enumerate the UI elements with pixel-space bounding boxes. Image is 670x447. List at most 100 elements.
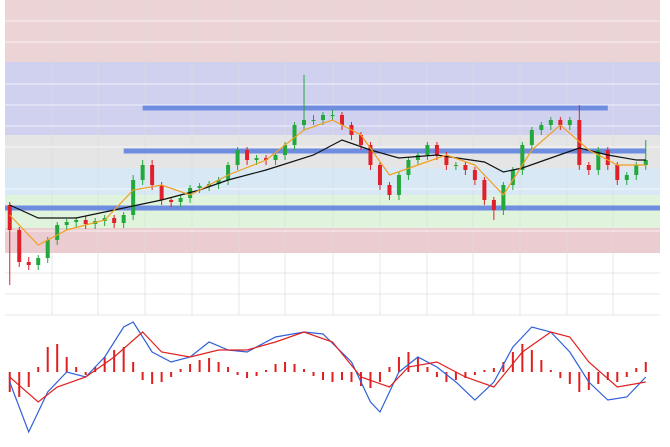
histogram-bar <box>426 367 429 372</box>
candle-body <box>586 165 591 170</box>
histogram-bar <box>246 372 249 378</box>
histogram-bar <box>521 344 524 372</box>
histogram-bar <box>160 372 163 382</box>
candle-body <box>463 165 468 170</box>
candle-body <box>45 240 50 258</box>
histogram-bar <box>559 372 562 378</box>
candle-body <box>17 230 22 262</box>
histogram-bar <box>84 372 87 375</box>
candle-body <box>292 125 297 145</box>
histogram-bar <box>606 372 609 380</box>
histogram-bar <box>397 357 400 372</box>
candle-body <box>539 125 544 130</box>
candle-body <box>178 198 183 202</box>
histogram-bar <box>616 372 619 382</box>
candle-body <box>36 258 41 265</box>
macd-line <box>9 321 647 434</box>
histogram-bar <box>37 367 40 372</box>
candle-body <box>26 262 31 265</box>
candle-body <box>406 160 411 175</box>
histogram-bar <box>492 368 495 372</box>
candle-body <box>283 145 288 155</box>
histogram-bar <box>388 367 391 372</box>
candle-body <box>501 185 506 210</box>
moving-average <box>9 139 646 219</box>
candle-body <box>159 185 164 200</box>
histogram-bar <box>27 372 30 387</box>
histogram-bar <box>578 372 581 392</box>
histogram-bar <box>208 358 211 372</box>
histogram-bar <box>416 357 419 372</box>
candle-body <box>197 186 202 188</box>
histogram-bar <box>597 372 600 384</box>
candle-body <box>510 170 515 185</box>
candle-body <box>596 150 601 170</box>
candle-body <box>396 175 401 195</box>
candle-body <box>387 185 392 195</box>
candle-body <box>605 150 610 165</box>
candle-body <box>444 155 449 165</box>
histogram-bar <box>113 350 116 372</box>
candle-body <box>55 225 60 240</box>
histogram-bar <box>322 372 325 380</box>
candle-body <box>615 165 620 180</box>
histogram-bar <box>445 372 448 382</box>
candle-body <box>140 165 145 180</box>
candle-body <box>169 200 174 202</box>
histogram-bar <box>18 372 21 397</box>
histogram-bar <box>217 362 220 372</box>
candle-body <box>548 120 553 125</box>
histogram-bar <box>378 372 381 382</box>
histogram-bar <box>540 360 543 372</box>
candle-body <box>415 155 420 160</box>
candle-body <box>482 180 487 200</box>
histogram-bar <box>350 372 353 382</box>
histogram-bar <box>511 352 514 372</box>
candle-body <box>64 222 69 225</box>
histogram-bar <box>568 372 571 384</box>
histogram-bar <box>407 352 410 372</box>
histogram-bar <box>265 370 268 372</box>
candle-body <box>529 130 534 145</box>
candle-body <box>624 175 629 180</box>
histogram-bar <box>359 372 362 386</box>
candle-body <box>491 200 496 210</box>
histogram-bar <box>284 362 287 372</box>
candle-body <box>7 205 12 230</box>
histogram-bar <box>274 364 277 372</box>
histogram-bar <box>644 362 647 372</box>
candle-body <box>558 120 563 125</box>
candle-body <box>330 115 335 116</box>
histogram-bar <box>454 372 457 380</box>
candle-body <box>235 150 240 165</box>
candle-body <box>311 120 316 121</box>
histogram-bar <box>198 360 201 372</box>
histogram-bar <box>483 370 486 372</box>
candle-body <box>425 145 430 155</box>
histogram-bar <box>625 372 628 377</box>
candle-body <box>339 115 344 125</box>
histogram-bar <box>303 369 306 372</box>
histogram-bar <box>340 372 343 380</box>
candle-body <box>264 158 269 160</box>
candle-body <box>368 145 373 165</box>
histogram-bar <box>170 372 173 377</box>
macd-line <box>9 331 646 403</box>
histogram-bar <box>473 372 476 375</box>
histogram-bar <box>132 362 135 372</box>
candle-body <box>254 158 259 160</box>
candle-body <box>216 180 221 184</box>
histogram-bar <box>75 367 78 372</box>
candle-body <box>472 170 477 180</box>
candle-body <box>358 135 363 145</box>
histogram-bar <box>502 362 505 372</box>
histogram-bar <box>189 364 192 372</box>
histogram-bar <box>56 344 59 372</box>
candle-body <box>577 120 582 165</box>
candle-body <box>520 145 525 170</box>
histogram-bar <box>331 372 334 382</box>
histogram-bar <box>227 367 230 372</box>
histogram-bar <box>635 368 638 372</box>
histogram-bar <box>549 370 552 372</box>
